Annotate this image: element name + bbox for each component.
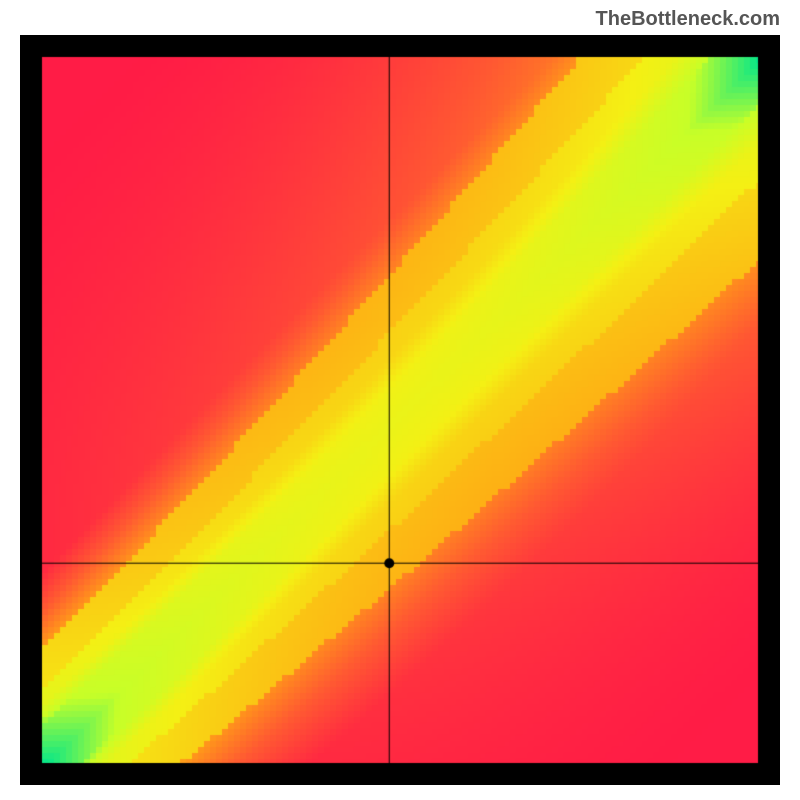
heatmap-region <box>20 35 780 785</box>
chart-container: TheBottleneck.com <box>0 0 800 800</box>
watermark-text: TheBottleneck.com <box>596 8 780 31</box>
bottleneck-heatmap <box>20 35 780 785</box>
